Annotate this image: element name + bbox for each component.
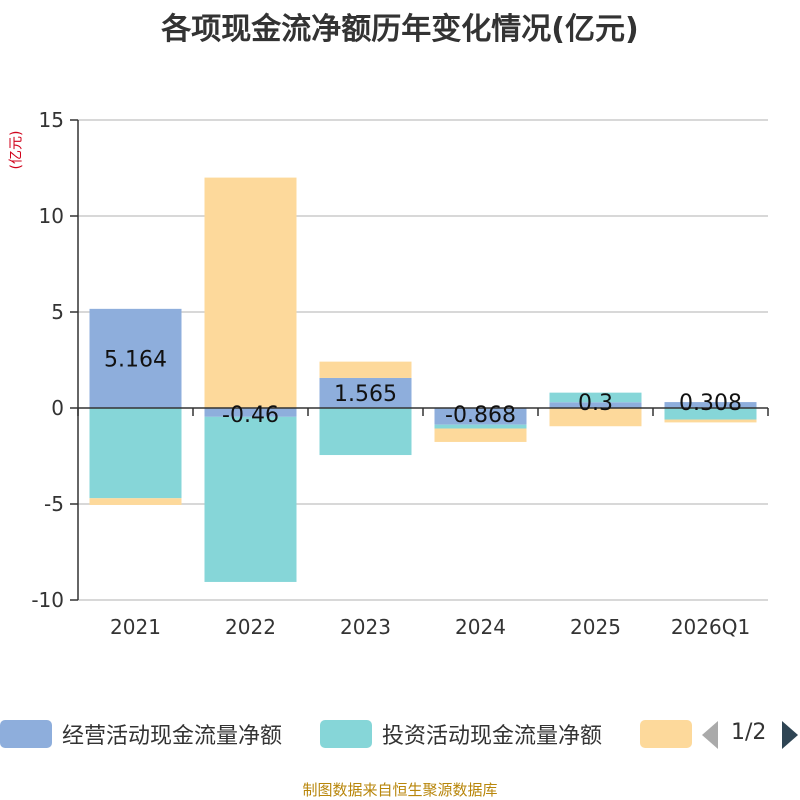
legend-label-investing: 投资活动现金流量净额	[382, 724, 603, 749]
legend-label-operating: 经营活动现金流量净额	[62, 724, 283, 749]
bar-2023-series-2[interactable]	[319, 361, 412, 378]
y-tick-label: -10	[31, 588, 64, 612]
legend-item-financing[interactable]	[640, 716, 702, 752]
bar-2021-series-2[interactable]	[89, 498, 182, 505]
bar-2025-series-2[interactable]	[549, 408, 642, 427]
bar-2024-series-1[interactable]	[434, 424, 527, 429]
bar-2022-series-0[interactable]	[204, 408, 297, 417]
y-tick-label: 0	[51, 396, 64, 420]
x-tick-label: 2021	[110, 615, 161, 639]
data-label: 5.164	[104, 347, 167, 372]
bar-2025-series-1[interactable]	[549, 392, 642, 403]
y-tick-label: 15	[39, 108, 64, 132]
bar-2026Q1-series-1[interactable]	[664, 408, 757, 420]
bar-2024-series-2[interactable]	[434, 428, 527, 442]
legend-swatch-investing	[320, 720, 372, 748]
legend-swatch-operating	[0, 720, 52, 748]
bar-2026Q1-series-0[interactable]	[664, 402, 757, 408]
bar-2022-series-2[interactable]	[204, 177, 297, 408]
x-tick-label: 2025	[570, 615, 621, 639]
bar-2025-series-0[interactable]	[549, 402, 642, 408]
legend-next-arrow-icon[interactable]	[782, 721, 798, 749]
legend-item-operating[interactable]: 经营活动现金流量净额	[0, 716, 282, 752]
bar-2023-series-0[interactable]	[319, 377, 412, 408]
chart-plot: 15 10 5 0 -5 -10 2021 2022 2023 2024 2025 2026Q1 5.1…	[31, 108, 769, 639]
y-tick-label: 5	[51, 300, 64, 324]
legend-swatch-financing	[640, 720, 692, 748]
x-tick-label: 2026Q1	[671, 615, 750, 639]
x-tick-label: 2024	[455, 615, 506, 639]
data-label: -0.46	[222, 403, 279, 428]
data-source-note: 制图数据来自恒生聚源数据库	[302, 781, 498, 799]
legend: 经营活动现金流量净额 投资活动现金流量净额	[0, 716, 800, 752]
bar-2021-series-0[interactable]	[89, 308, 182, 408]
y-tick-label: -5	[44, 492, 64, 516]
legend-page-indicator: 1/2	[731, 720, 767, 745]
bar-2022-series-1[interactable]	[204, 416, 297, 582]
legend-item-investing[interactable]: 投资活动现金流量净额	[320, 716, 602, 752]
bar-2021-series-1[interactable]	[89, 408, 182, 499]
y-tick-label: 10	[39, 204, 64, 228]
x-tick-label: 2023	[340, 615, 391, 639]
data-label: 1.565	[334, 382, 397, 407]
x-tick-label: 2022	[225, 615, 276, 639]
data-label: 0.308	[679, 391, 742, 416]
legend-pager: 1/2	[700, 718, 800, 750]
data-label: 0.3	[578, 391, 613, 416]
chart-title: 各项现金流净额历年变化情况(亿元)	[161, 12, 639, 47]
bar-2023-series-1[interactable]	[319, 408, 412, 456]
bar-2026Q1-series-2[interactable]	[664, 419, 757, 423]
bar-2024-series-0[interactable]	[434, 408, 527, 425]
legend-prev-arrow-icon[interactable]	[702, 721, 718, 749]
data-label: -0.868	[445, 403, 516, 428]
